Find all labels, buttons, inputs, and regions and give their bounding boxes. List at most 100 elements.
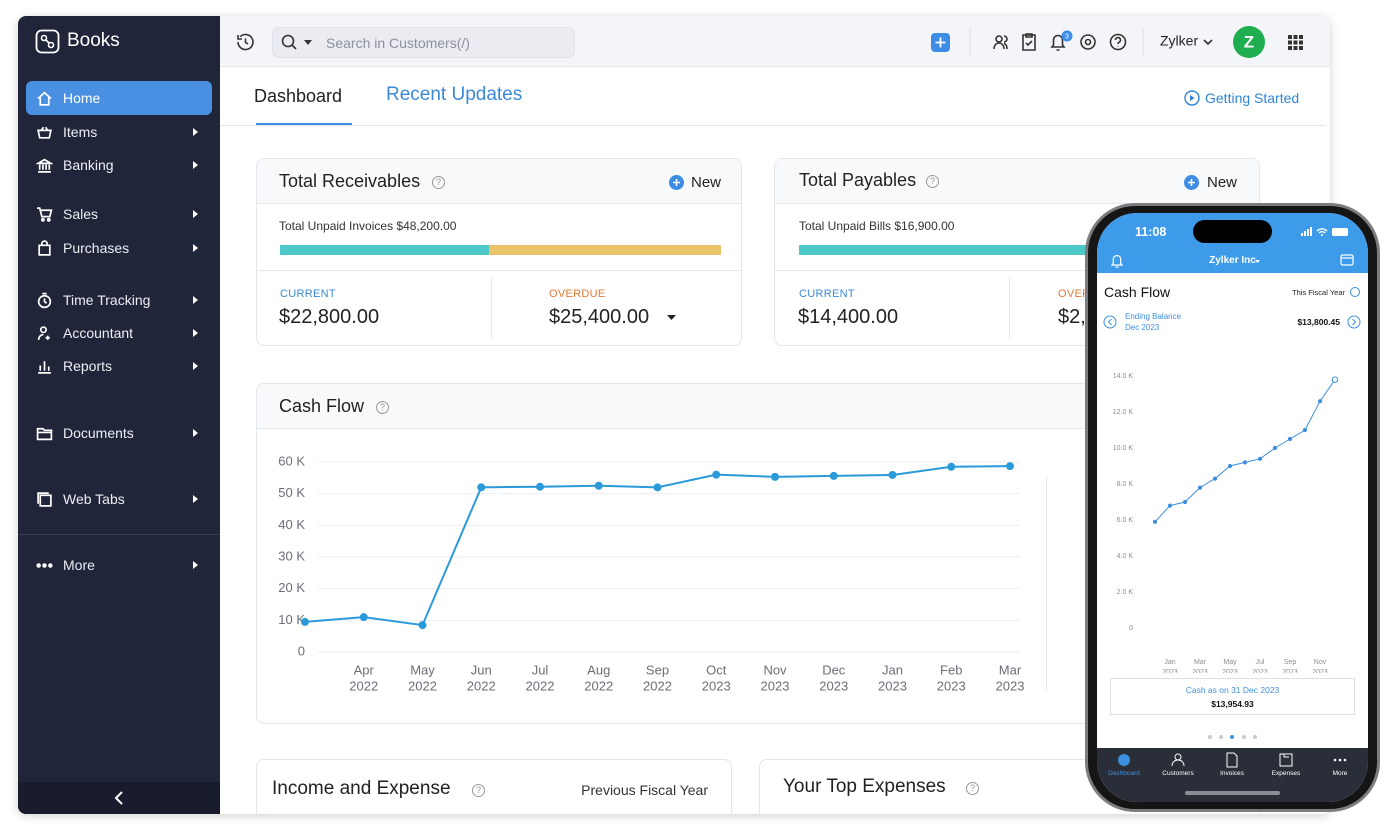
x-tick-label: Jul bbox=[1256, 659, 1265, 666]
phone-tab[interactable]: Expenses bbox=[1271, 770, 1301, 777]
y-tick-label: 2.0 K bbox=[1117, 589, 1134, 596]
dropdown-caret[interactable] bbox=[667, 314, 677, 322]
new-icon bbox=[669, 175, 684, 190]
help-icon[interactable]: ? bbox=[432, 176, 445, 189]
nav-label: Time Tracking bbox=[63, 292, 151, 308]
bar-segment bbox=[488, 245, 721, 255]
nav-item[interactable]: Home bbox=[26, 81, 212, 115]
y-tick-label: 0 bbox=[1129, 625, 1133, 632]
point bbox=[1212, 476, 1218, 481]
help-icon[interactable]: ? bbox=[472, 784, 485, 797]
caret bbox=[193, 561, 198, 569]
nav-item[interactable]: Web Tabs bbox=[26, 482, 212, 516]
nav-item[interactable]: Time Tracking bbox=[26, 283, 212, 317]
nav-item[interactable]: Banking bbox=[26, 148, 212, 182]
nav-label: Documents bbox=[63, 425, 134, 441]
caret bbox=[193, 495, 198, 503]
nav-item[interactable]: Items bbox=[26, 115, 212, 149]
phone-icons bbox=[1103, 227, 1361, 329]
nav-item[interactable]: Reports bbox=[26, 349, 212, 383]
nav-label: Banking bbox=[63, 157, 114, 173]
nav-label: More bbox=[63, 557, 95, 573]
y-tick-label: 8.0 K bbox=[1117, 481, 1134, 488]
collapse-icon bbox=[114, 791, 123, 805]
dynamic-island bbox=[1193, 220, 1272, 243]
status-time: 11:08 bbox=[1135, 225, 1167, 239]
phone-period[interactable]: This Fiscal Year bbox=[1292, 288, 1345, 297]
divider bbox=[1009, 278, 1010, 338]
getting-started[interactable]: Getting Started bbox=[1205, 90, 1300, 106]
x-tick-label: 2023 bbox=[1162, 669, 1178, 673]
x-tick-label: 2023 bbox=[1282, 669, 1298, 673]
phone-tab[interactable]: Dashboard bbox=[1108, 770, 1140, 777]
x-tick-label: Nov bbox=[1314, 659, 1327, 666]
current-amount: $22,800.00 bbox=[279, 306, 380, 328]
phone-tab[interactable]: More bbox=[1332, 770, 1348, 777]
phone-tab-icons bbox=[1118, 752, 1347, 795]
search-box[interactable] bbox=[272, 27, 575, 58]
icon bbox=[37, 126, 52, 139]
line bbox=[1154, 379, 1336, 523]
caret bbox=[193, 329, 198, 337]
nav-label: Purchases bbox=[63, 240, 130, 256]
new-icon bbox=[1184, 175, 1199, 190]
y-tick-label: 12.0 K bbox=[1113, 409, 1134, 416]
divider bbox=[1046, 476, 1047, 691]
nav-item[interactable]: Documents bbox=[26, 416, 212, 450]
phone-tab[interactable]: Customers bbox=[1162, 770, 1194, 777]
phone-tab[interactable]: Invoices bbox=[1220, 770, 1244, 777]
tab-rule bbox=[220, 125, 1326, 126]
card-title: Your Top Expenses bbox=[783, 776, 946, 797]
x-tick-label: 2023 bbox=[1222, 669, 1238, 673]
point bbox=[1227, 463, 1233, 469]
icon bbox=[37, 91, 52, 106]
divider bbox=[257, 270, 741, 271]
phone-organization[interactable]: Zylker Inc bbox=[1209, 255, 1256, 266]
point bbox=[1287, 436, 1293, 442]
x-tick-label: 2023 bbox=[1312, 669, 1328, 673]
help-icon[interactable]: ? bbox=[926, 175, 939, 188]
period-select[interactable]: Previous Fiscal Year bbox=[581, 782, 708, 798]
income-expense-card: Income and Expense ? Previous Fiscal Yea… bbox=[256, 759, 732, 814]
icon bbox=[36, 562, 53, 568]
tab[interactable]: Recent Updates bbox=[386, 84, 523, 105]
help-icon[interactable]: ? bbox=[376, 401, 389, 414]
nav-label: Items bbox=[63, 124, 98, 140]
separator bbox=[18, 534, 220, 535]
nav-label: Sales bbox=[63, 206, 99, 222]
nav-item[interactable]: Purchases bbox=[26, 231, 212, 265]
receivables-card: Total Receivables ? New Total Unpaid Inv… bbox=[256, 158, 742, 346]
collapse-bar[interactable] bbox=[18, 782, 220, 814]
bar-segment bbox=[799, 245, 1175, 255]
divider bbox=[775, 270, 1259, 271]
nav-item[interactable]: Accountant bbox=[26, 316, 212, 350]
new-button[interactable]: New bbox=[1207, 174, 1238, 191]
tab[interactable]: Dashboard bbox=[254, 86, 343, 106]
caret bbox=[193, 210, 198, 218]
nav-item[interactable]: Sales bbox=[26, 197, 212, 231]
page-dots bbox=[1208, 735, 1257, 739]
x-tick-label: Mar bbox=[1194, 659, 1207, 666]
ending-balance-label: Ending Balance bbox=[1125, 312, 1182, 321]
card-header bbox=[257, 159, 741, 204]
search-placeholder: Search in Customers(/) bbox=[326, 35, 470, 51]
ending-balance-date: Dec 2023 bbox=[1125, 323, 1160, 332]
nav-item[interactable]: More bbox=[26, 548, 212, 582]
summary: Total Unpaid Invoices $48,200.00 bbox=[279, 219, 457, 233]
help-icon[interactable]: ? bbox=[966, 782, 979, 795]
point bbox=[1302, 427, 1308, 433]
icon bbox=[37, 206, 53, 222]
new-button[interactable]: New bbox=[691, 174, 722, 191]
tab-underline bbox=[256, 123, 352, 125]
y-tick-label: 14.0 K bbox=[1113, 373, 1134, 380]
ending-balance: $13,800.45 bbox=[1297, 317, 1340, 327]
point bbox=[1317, 399, 1323, 404]
caret bbox=[193, 362, 198, 370]
nav-label: Reports bbox=[63, 358, 113, 374]
icon bbox=[38, 239, 51, 256]
brand-icon bbox=[35, 29, 60, 54]
icon bbox=[37, 292, 52, 308]
x-tick-label: Jan bbox=[1164, 659, 1175, 666]
caret bbox=[193, 244, 198, 252]
